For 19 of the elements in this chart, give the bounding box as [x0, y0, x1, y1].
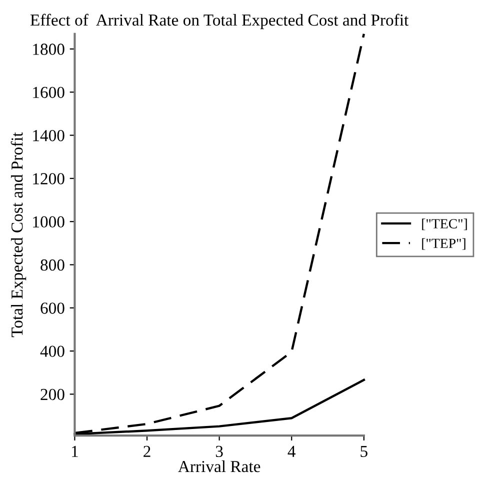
- y-tick-label: 600: [40, 302, 64, 314]
- y-tick-label: 1800: [33, 44, 64, 55]
- legend-label: ["TEC"]: [422, 218, 467, 230]
- y-tick-label: 1400: [33, 130, 64, 142]
- x-axis-title: Arrival Rate: [178, 460, 260, 472]
- x-tick-label: 1: [72, 446, 78, 457]
- x-tick-label: 4: [288, 446, 296, 457]
- y-tick-label: 400: [40, 346, 64, 357]
- x-tick-label: 5: [360, 446, 368, 458]
- y-axis-title: Total Expected Cost and Profit: [10, 132, 26, 338]
- y-tick-label: 1000: [33, 216, 64, 228]
- y-tick-label: 1200: [33, 173, 64, 184]
- chart-title: Effect of Arrival Rate on Total Expected Cost and Profit: [30, 14, 409, 30]
- y-tick-label: 200: [40, 388, 64, 400]
- x-tick-label: 3: [216, 446, 223, 458]
- y-tick-label: 800: [40, 259, 64, 271]
- legend-label: ["TEP"]: [422, 238, 466, 250]
- y-tick-label: 1600: [33, 86, 64, 98]
- x-tick-label: 2: [144, 446, 150, 457]
